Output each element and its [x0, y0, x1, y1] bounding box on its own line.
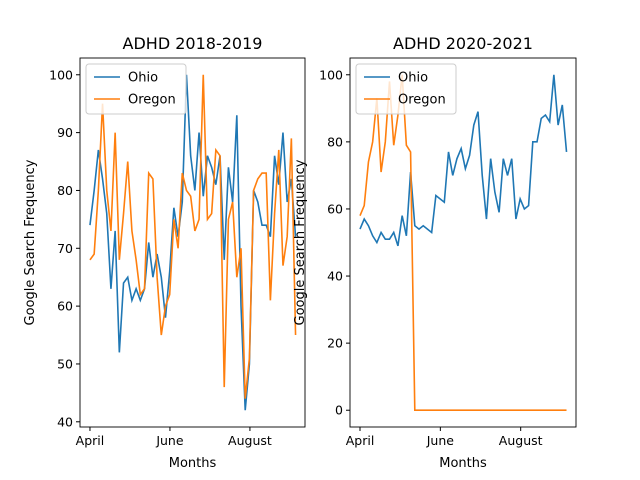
chart-title: ADHD 2018-2019	[123, 34, 263, 53]
subplot: ADHD 2020-2021 Months Google Search Freque…	[293, 34, 577, 471]
axes-frame	[349, 57, 577, 428]
x-tick-label: August	[499, 433, 543, 448]
legend: Ohio Oregon	[85, 63, 187, 115]
x-tick-label: June	[426, 433, 455, 448]
legend-label: Ohio	[398, 71, 428, 86]
y-tick-label: 100	[49, 67, 73, 82]
y-tick-label: 60	[57, 299, 73, 314]
y-axis-label: Google Search Frequency	[293, 159, 308, 325]
y-tick-label: 100	[319, 67, 343, 82]
legend-label: Oregon	[398, 93, 446, 108]
y-tick-label: 80	[327, 134, 343, 149]
y-tick-label: 50	[57, 356, 73, 371]
y-tick-label: 80	[57, 183, 73, 198]
line-series	[359, 74, 568, 247]
legend: Ohio Oregon	[355, 63, 457, 115]
x-axis-label: Months	[439, 456, 487, 471]
line-series	[89, 74, 297, 399]
y-tick-label: 60	[327, 201, 343, 216]
axes-frame	[79, 57, 306, 428]
legend-label: Oregon	[128, 93, 176, 108]
y-tick-label: 70	[57, 241, 73, 256]
x-tick-label: April	[76, 433, 105, 448]
y-tick-label: 0	[335, 403, 343, 418]
y-tick-label: 90	[57, 125, 73, 140]
x-tick-label: April	[346, 433, 375, 448]
x-tick-label: June	[155, 433, 184, 448]
y-axis-label: Google Search Frequency	[23, 159, 38, 325]
y-tick-label: 20	[327, 336, 343, 351]
x-axis-label: Months	[169, 456, 217, 471]
subplot: ADHD 2018-2019 Months Google Search Freque…	[23, 34, 306, 471]
chart-title: ADHD 2020-2021	[393, 34, 533, 53]
legend-label: Ohio	[128, 71, 158, 86]
line-series	[89, 74, 297, 411]
y-tick-label: 40	[57, 414, 73, 429]
x-tick-label: August	[228, 433, 272, 448]
y-tick-label: 40	[327, 269, 343, 284]
line-series	[359, 74, 567, 412]
